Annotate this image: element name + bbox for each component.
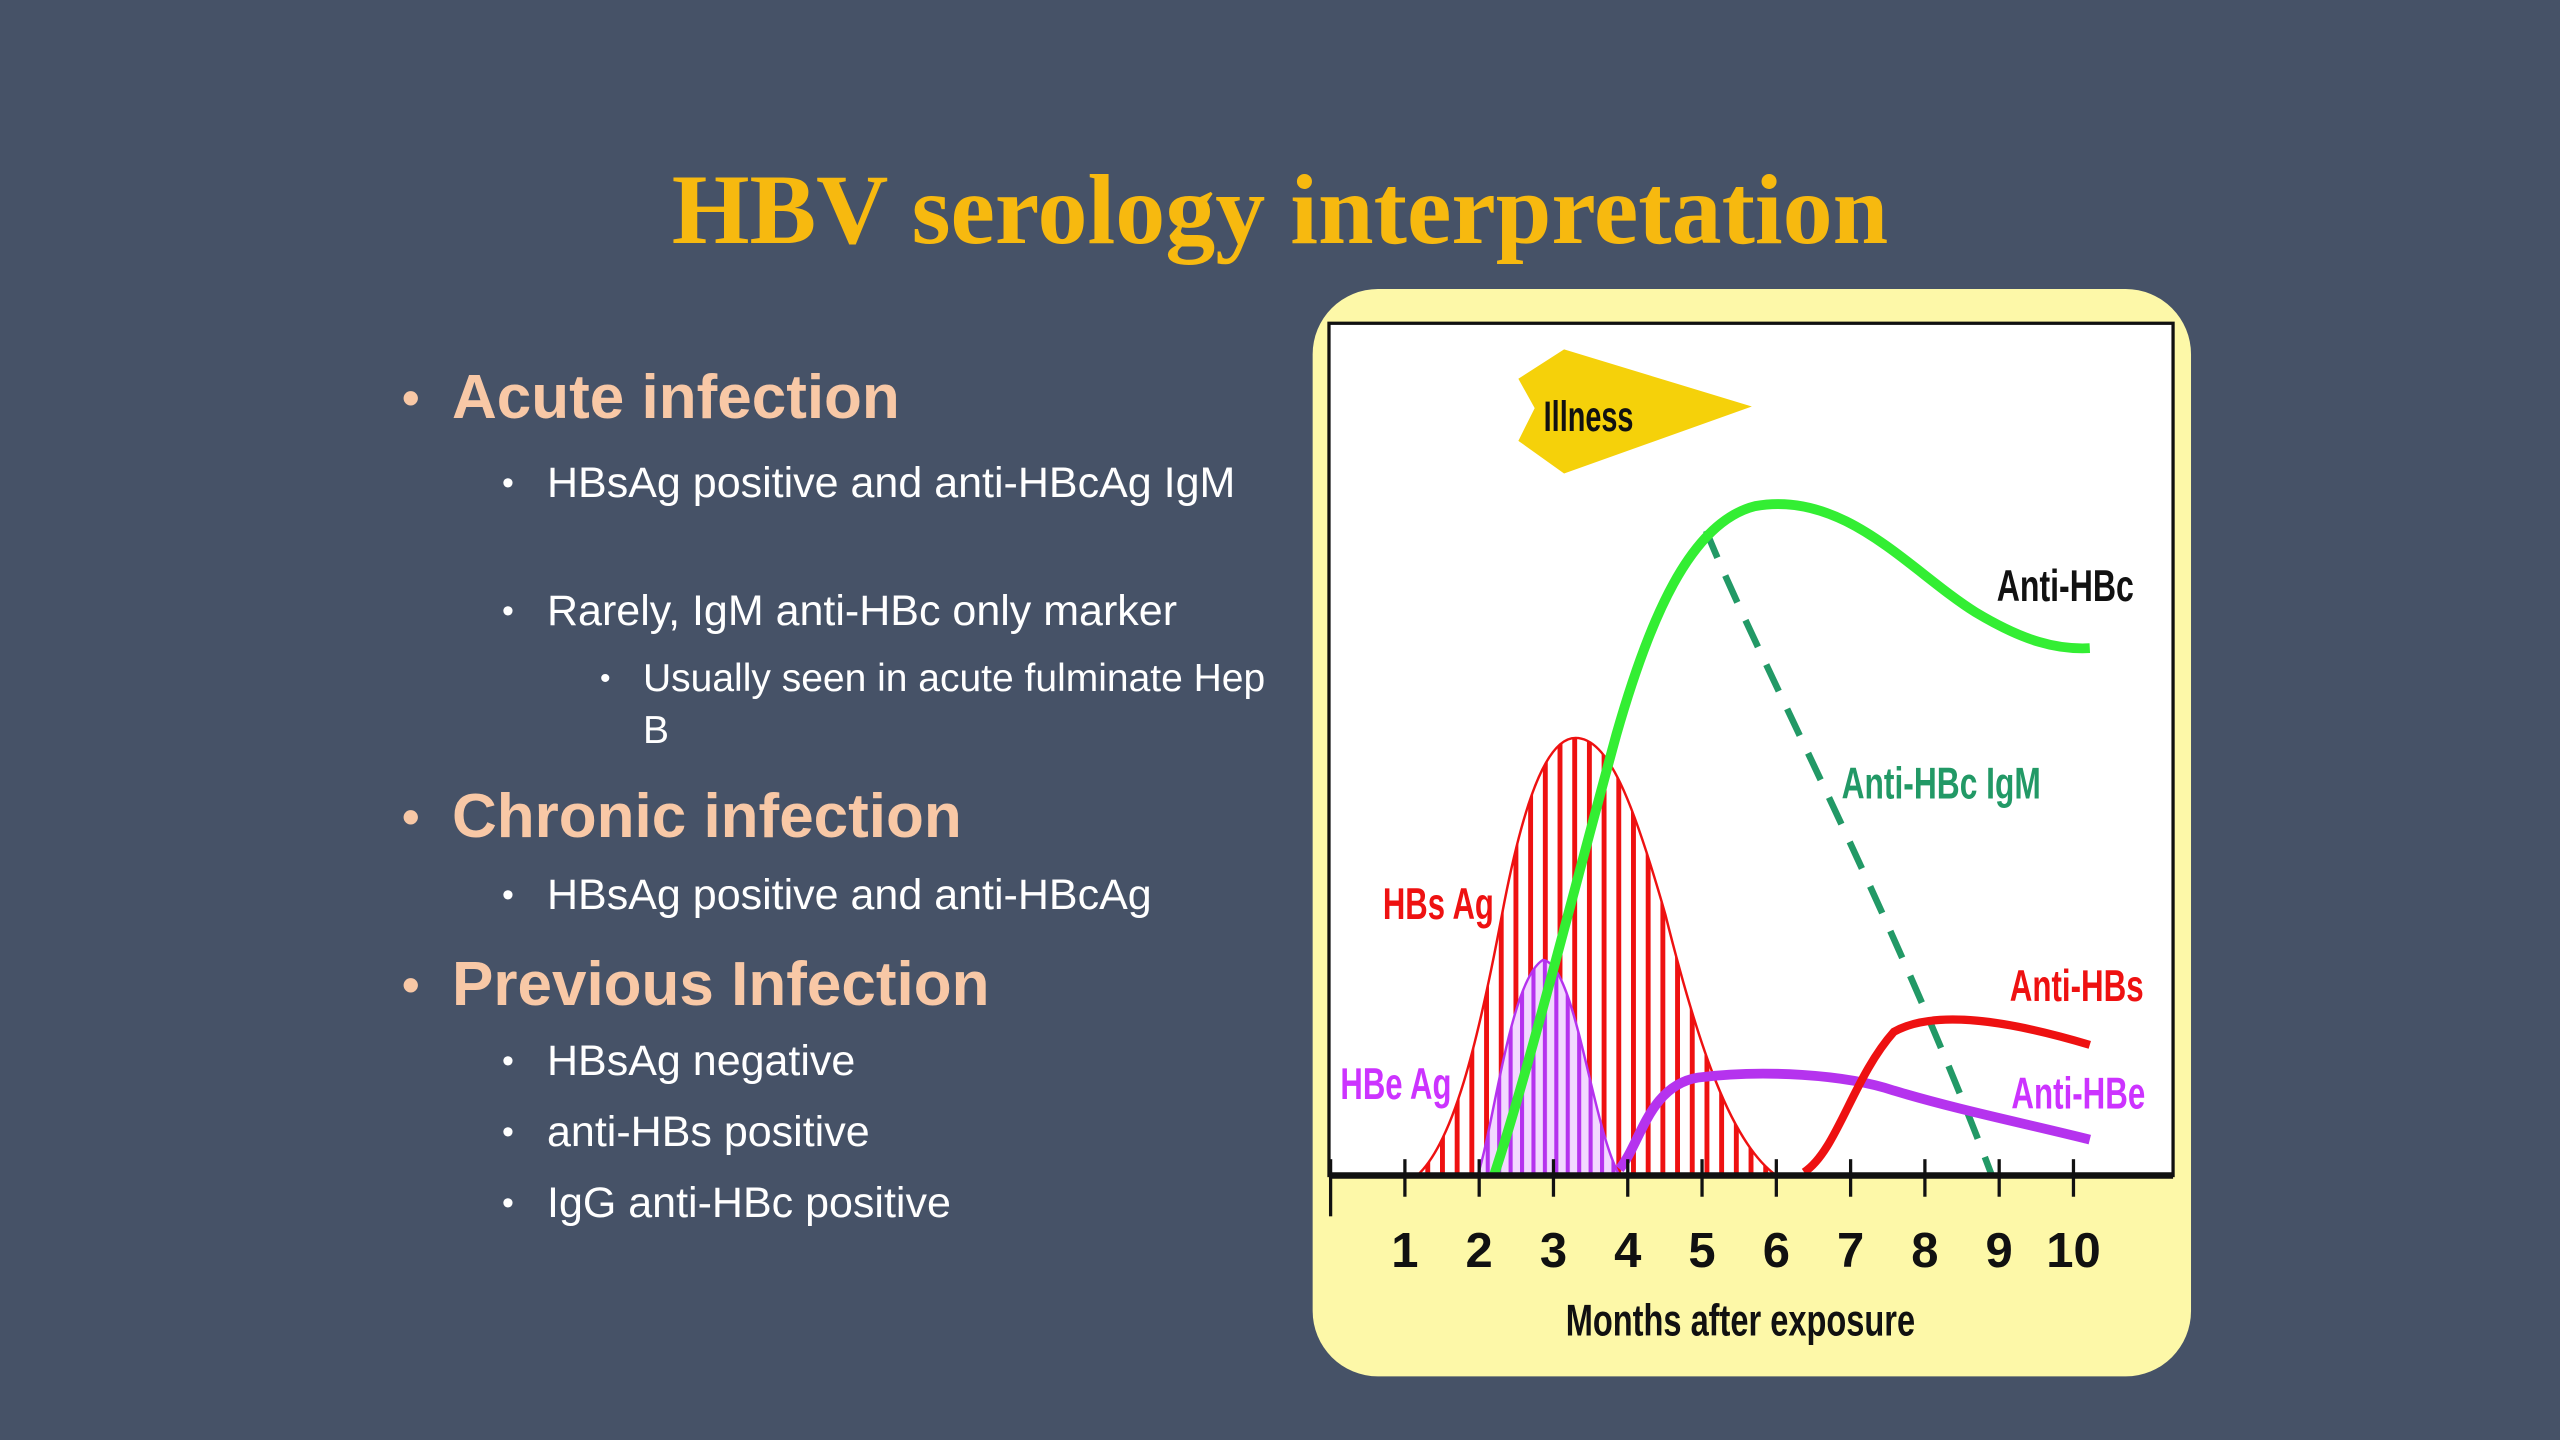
anti-hbe-label: Anti-HBe xyxy=(2011,1070,2145,1119)
bullet-heading: Previous Infection xyxy=(402,947,989,1023)
anti-hbc-curve xyxy=(1489,499,2091,1178)
illness-arrow xyxy=(1518,349,1752,474)
bullet-heading: Acute infection xyxy=(402,360,900,436)
x-tick-label: 3 xyxy=(1540,1224,1567,1278)
x-tick-label: 8 xyxy=(1911,1224,1938,1278)
bullet-item: HBsAg positive and anti-HBcAg IgM xyxy=(502,455,1272,511)
x-tick-label: 1 xyxy=(1391,1224,1418,1278)
anti-hbs-label: Anti-HBs xyxy=(2010,962,2144,1011)
x-axis-title: Months after exposure xyxy=(1566,1297,1915,1346)
x-tick-label: 2 xyxy=(1466,1224,1493,1278)
x-tick-label: 5 xyxy=(1688,1224,1715,1278)
x-tick-label: 10 xyxy=(2046,1224,2100,1278)
x-tick-label: 9 xyxy=(1986,1224,2013,1278)
bullet-subitem: Usually seen in acute fulminate Hep B xyxy=(600,653,1283,757)
anti-hbc-igm-curve xyxy=(1703,529,1995,1177)
bullet-item: Rarely, IgM anti-HBc only marker xyxy=(502,583,1272,639)
hbs-ag-label: HBs Ag xyxy=(1383,880,1494,929)
anti-hbc-label: Anti-HBc xyxy=(1997,562,2134,611)
anti-hbe-curve xyxy=(1615,1068,2091,1173)
x-tick-label: 7 xyxy=(1837,1224,1864,1278)
bullet-item: anti-HBs positive xyxy=(502,1104,1272,1160)
bullet-item: HBsAg negative xyxy=(502,1033,1272,1089)
illness-label: Illness xyxy=(1544,393,1634,440)
plot-area xyxy=(1327,321,2175,1178)
bullet-item: IgG anti-HBc positive xyxy=(502,1175,1272,1231)
x-tick-label: 6 xyxy=(1763,1224,1790,1278)
bullet-item: HBsAg positive and anti-HBcAg xyxy=(502,867,1272,923)
hbe-ag-label: HBe Ag xyxy=(1340,1060,1451,1109)
bullet-heading: Chronic infection xyxy=(402,779,962,855)
anti-hbs-curve xyxy=(1801,1015,2091,1176)
anti-hbc-igm-label: Anti-HBc IgM xyxy=(1842,759,2041,808)
x-tick-label: 4 xyxy=(1614,1224,1641,1278)
slide-title: HBV serology interpretation xyxy=(671,154,1889,265)
